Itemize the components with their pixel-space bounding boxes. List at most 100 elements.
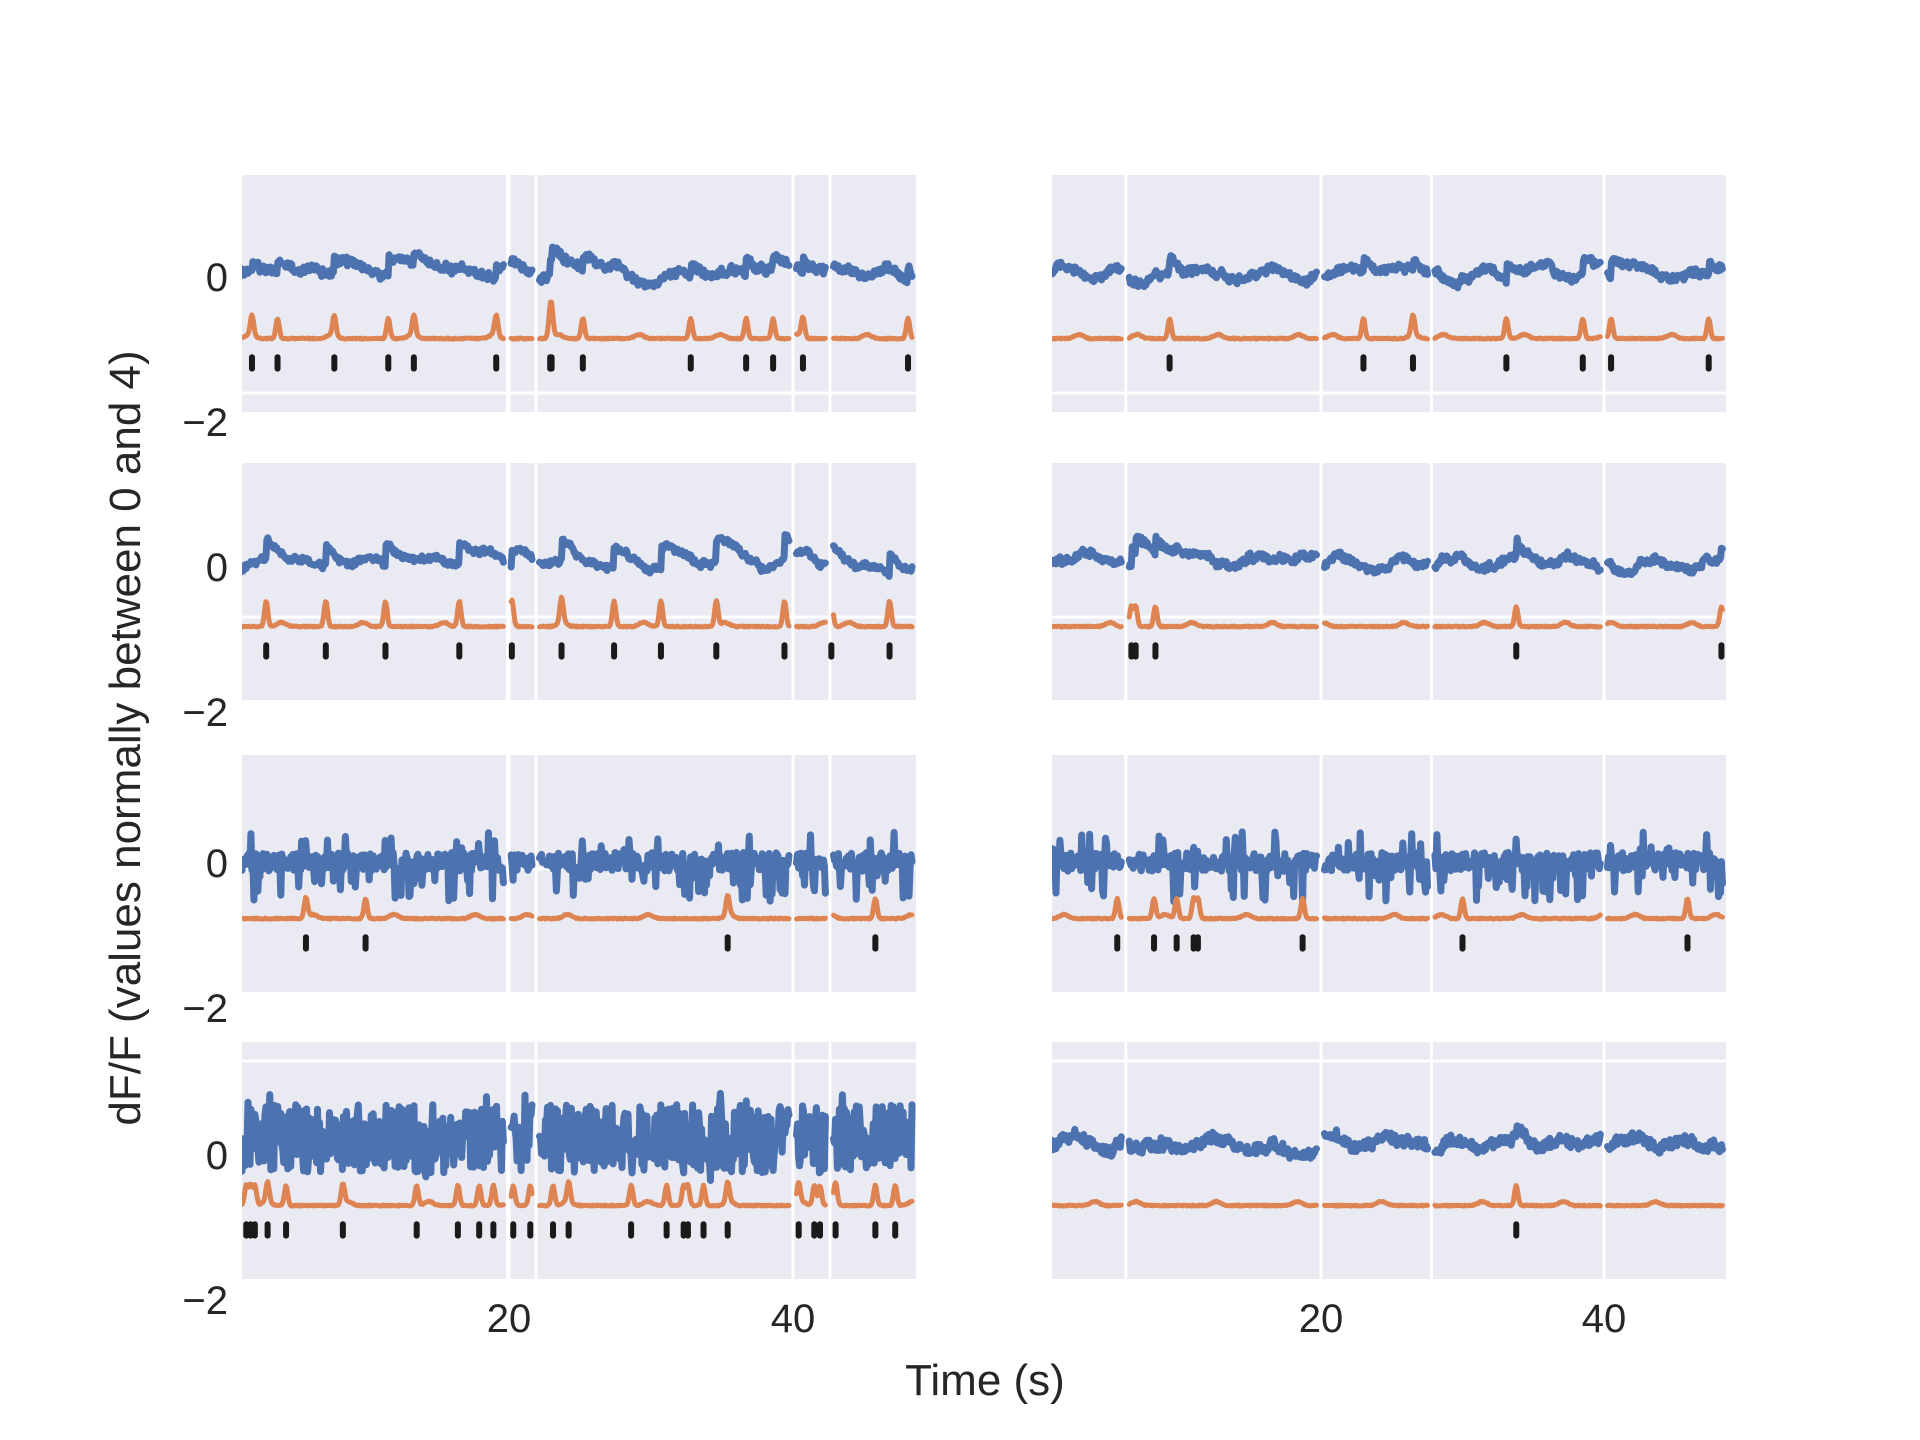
ytick-label-neg2-row2: −2 [182, 691, 228, 735]
inferred-rate-segment [1605, 896, 1725, 922]
dff-trace-segment [1125, 1128, 1320, 1162]
plot-background [242, 175, 916, 412]
subplot-row3-left [242, 755, 916, 992]
subplot-row3-right [1052, 755, 1726, 992]
inferred-rate-segment [508, 597, 535, 630]
plot-area [242, 1089, 916, 1239]
y-tick-labels: 0 −2 0 −2 0 −2 0 −2 [182, 256, 228, 1323]
gridlines [242, 175, 916, 412]
dff-trace-segment [1052, 545, 1125, 569]
inferred-rate-segment [1126, 603, 1319, 630]
inferred-rate-segment [242, 312, 506, 342]
dff-trace-segment [242, 249, 507, 285]
inferred-rate-segment [1432, 604, 1603, 630]
inferred-rate-segment [1126, 316, 1319, 342]
plot-area [242, 531, 916, 660]
inferred-rate-segment [1052, 331, 1124, 342]
xtick-label-20-right: 20 [1299, 1297, 1344, 1341]
xtick-label-40-left: 40 [771, 1297, 816, 1341]
subplot-row4-right [1052, 1042, 1726, 1279]
inferred-rate-segment [831, 1180, 915, 1209]
dff-trace-segment [536, 531, 793, 577]
dff-trace-segment [1431, 1122, 1604, 1157]
inferred-rate-segment [1432, 1183, 1603, 1209]
inferred-rate-segment [1052, 1198, 1124, 1209]
inferred-rate-segment [1322, 619, 1430, 630]
dff-trace-segment [1125, 828, 1320, 906]
dff-trace-segment [242, 829, 507, 905]
inferred-rate-segment [831, 315, 915, 342]
dff-trace-segment [1125, 252, 1320, 291]
plot-area [1052, 828, 1726, 952]
plot-area [242, 243, 916, 372]
inferred-rate-segment [831, 599, 915, 630]
dff-trace-segment [830, 828, 916, 903]
inferred-rate-segment [508, 335, 535, 342]
x-axis-label: Time (s) [905, 1356, 1065, 1405]
gridlines [242, 1042, 916, 1279]
inferred-rate-segment [537, 893, 792, 922]
dff-trace-segment [507, 544, 536, 571]
ytick-label-0-row2: 0 [206, 546, 228, 590]
dff-trace-segment [1125, 532, 1320, 573]
inferred-rate-segment [1322, 1199, 1430, 1209]
dff-trace-segment [242, 1091, 507, 1181]
inferred-rate-segment [508, 1183, 535, 1209]
inferred-rate-segment [1322, 911, 1430, 922]
subplot-row2-left [242, 463, 916, 700]
dff-trace-segment [830, 1091, 916, 1174]
gridlines [1052, 463, 1726, 700]
subplot-grid [242, 175, 1726, 1279]
dff-trace-segment [1321, 1126, 1431, 1155]
inferred-rate-segment [794, 1180, 828, 1208]
inferred-rate-segment [242, 1179, 506, 1209]
dff-trace-segment [1052, 258, 1125, 286]
subplot-row1-left [242, 175, 916, 412]
dff-trace-segment [793, 1102, 829, 1177]
plot-area [1052, 1122, 1726, 1239]
plot-area [1052, 532, 1726, 660]
subplot-row4-left [242, 1042, 916, 1279]
plot-background [1052, 1042, 1726, 1279]
inferred-rate-segment [508, 912, 535, 922]
dff-trace-segment [1052, 1125, 1125, 1160]
plot-background [1052, 175, 1726, 412]
subplot-row2-right [1052, 463, 1726, 700]
ytick-label-0-row4: 0 [206, 1134, 228, 1178]
dff-trace-segment [1431, 534, 1604, 575]
dff-trace-segment [793, 253, 829, 278]
plot-area [1052, 252, 1726, 372]
inferred-rate-segment [1052, 895, 1124, 922]
inferred-rate-segment [242, 894, 506, 922]
inferred-rate-segment [1322, 312, 1430, 342]
dff-trace-segment [1431, 831, 1604, 905]
dff-trace-segment [1321, 254, 1431, 282]
inferred-rate-segment [1052, 619, 1124, 630]
plot-area [242, 828, 916, 952]
dff-trace-segment [1321, 548, 1431, 577]
dff-trace-segment [830, 260, 916, 287]
dff-trace-segment [536, 832, 793, 905]
inferred-rate-segment [794, 619, 828, 630]
ytick-label-neg2-row3: −2 [182, 987, 228, 1031]
inferred-rate-segment [1126, 895, 1319, 922]
dff-trace-segment [536, 1089, 793, 1184]
dff-trace-segment [507, 851, 536, 884]
dff-trace-segment [1604, 544, 1726, 579]
plot-background [242, 463, 916, 700]
gridlines [1052, 175, 1726, 412]
dff-trace-segment [1604, 828, 1726, 901]
dff-trace-segment [793, 545, 829, 571]
dff-trace-segment [1604, 255, 1726, 285]
dff-trace-segment [242, 534, 507, 575]
inferred-rate-segment [1432, 316, 1603, 342]
x-tick-labels: 20 40 20 40 [487, 1297, 1627, 1341]
ytick-label-neg2-row4: −2 [182, 1279, 228, 1323]
dff-trace-segment [536, 243, 793, 291]
dff-trace-segment [1604, 1129, 1726, 1157]
inferred-rate-segment [537, 1179, 792, 1209]
xtick-label-40-right: 40 [1582, 1297, 1627, 1341]
dff-trace-segment [793, 831, 829, 897]
y-axis-label: dF/F (values normally between 0 and 4) [101, 350, 150, 1125]
